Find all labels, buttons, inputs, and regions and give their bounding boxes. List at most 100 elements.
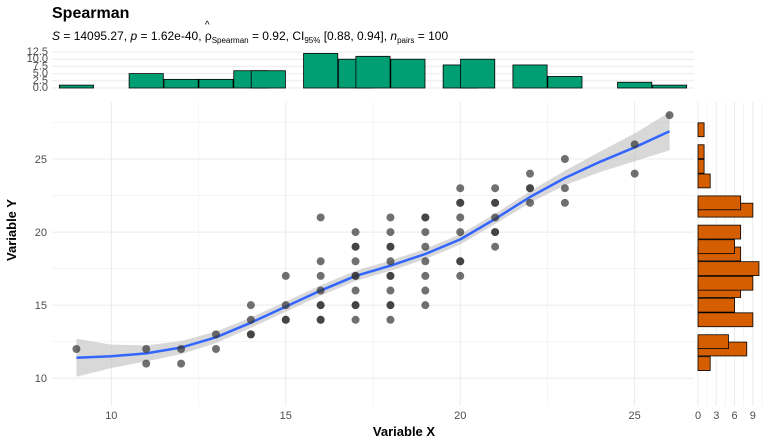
data-point	[526, 169, 535, 178]
top-hist-tick-label: 2.5	[33, 75, 48, 87]
data-point	[386, 286, 395, 295]
right-hist-tick-label: 9	[750, 410, 756, 422]
data-point	[281, 271, 290, 280]
stat-n-label: n	[390, 29, 398, 43]
right-hist-bar	[697, 173, 711, 189]
data-point	[316, 315, 325, 324]
data-point	[72, 345, 81, 353]
stat-p-value: 1.62e-40	[150, 29, 199, 43]
stat-ci-sub: 95%	[304, 36, 321, 45]
data-point	[421, 301, 430, 310]
data-point	[421, 271, 430, 280]
top-hist-tick-label: 0.0	[33, 82, 48, 94]
top-histogram: 0.02.55.07.510.012.5	[27, 46, 694, 94]
data-point	[246, 330, 255, 339]
stat-rho-sub: Spearman	[211, 36, 249, 45]
data-point	[386, 301, 395, 310]
data-point	[386, 315, 395, 324]
right-hist-bar	[697, 356, 711, 371]
x-tick-label: 25	[629, 410, 641, 422]
top-hist-bar	[303, 53, 339, 89]
data-point	[351, 257, 360, 266]
data-point	[421, 242, 430, 251]
data-point	[491, 198, 500, 207]
data-point	[456, 271, 465, 280]
top-hist-tick-label: 5.0	[33, 68, 48, 80]
data-point	[246, 301, 255, 310]
stat-p-label: p	[130, 29, 138, 43]
top-hist-bar	[128, 73, 164, 89]
top-hist-bar	[460, 58, 496, 89]
right-hist-bar	[697, 144, 705, 160]
right-hist-bar	[697, 297, 735, 313]
right-hist-bar	[697, 158, 705, 174]
top-hist-bar	[390, 58, 426, 89]
data-point	[316, 286, 325, 295]
data-point	[211, 345, 220, 353]
top-hist-bar	[58, 84, 94, 89]
right-hist-tick-label: 3	[713, 410, 719, 422]
stat-n-sub: pairs	[397, 36, 415, 45]
data-point	[316, 213, 325, 222]
data-point	[386, 257, 395, 266]
right-hist-bar	[697, 312, 754, 328]
top-hist-tick-label: 12.5	[27, 46, 48, 58]
stat-rho-symbol: ρ	[205, 20, 212, 43]
data-point	[665, 111, 674, 120]
x-tick-label: 10	[105, 410, 117, 422]
stat-n-value: 100	[428, 29, 449, 43]
stat-rho-value: 0.92	[262, 29, 286, 43]
data-point	[351, 286, 360, 295]
data-point	[281, 301, 290, 310]
data-point	[316, 271, 325, 280]
right-hist-bar	[697, 195, 742, 211]
top-hist-bar	[547, 76, 583, 89]
data-point	[560, 155, 569, 163]
x-axis-title: Variable X	[373, 424, 435, 439]
data-point	[351, 271, 360, 280]
data-point	[456, 213, 465, 222]
data-point	[316, 301, 325, 310]
y-tick-label: 20	[35, 227, 47, 239]
right-hist-bar	[697, 334, 729, 350]
top-hist-bar	[617, 81, 653, 89]
right-hist-bar	[697, 224, 742, 240]
stat-s-value: 14095.27	[73, 29, 124, 43]
main-scatter-panel: 10 15 20 25 10 15 20 25	[35, 102, 694, 422]
y-tick-label: 10	[35, 373, 47, 385]
data-point	[177, 345, 186, 353]
data-point	[142, 359, 151, 368]
chart-title: Spearman	[52, 5, 130, 22]
data-point	[491, 213, 500, 222]
data-point	[491, 242, 500, 251]
data-point	[526, 184, 535, 193]
data-point	[246, 315, 255, 324]
data-point	[456, 228, 465, 237]
x-tick-label: 15	[280, 410, 292, 422]
data-point	[386, 271, 395, 280]
data-point	[386, 228, 395, 237]
data-point	[456, 198, 465, 207]
data-point	[421, 286, 430, 295]
data-point	[386, 213, 395, 222]
data-point	[560, 198, 569, 207]
top-hist-bar	[652, 84, 688, 89]
data-point	[351, 315, 360, 324]
data-point	[560, 184, 569, 193]
data-point	[421, 257, 430, 266]
data-point	[351, 242, 360, 251]
stat-s-label: S	[52, 29, 61, 43]
data-point	[316, 257, 325, 266]
data-point	[421, 228, 430, 237]
data-point	[491, 184, 500, 193]
data-point	[351, 301, 360, 310]
right-hist-bar	[697, 275, 754, 291]
y-tick-label: 15	[35, 300, 47, 312]
data-point	[211, 330, 220, 339]
y-tick-label: 25	[35, 154, 47, 166]
data-point	[351, 228, 360, 237]
x-tick-label: 20	[454, 410, 466, 422]
stat-ci-value: [0.88, 0.94]	[323, 29, 384, 43]
